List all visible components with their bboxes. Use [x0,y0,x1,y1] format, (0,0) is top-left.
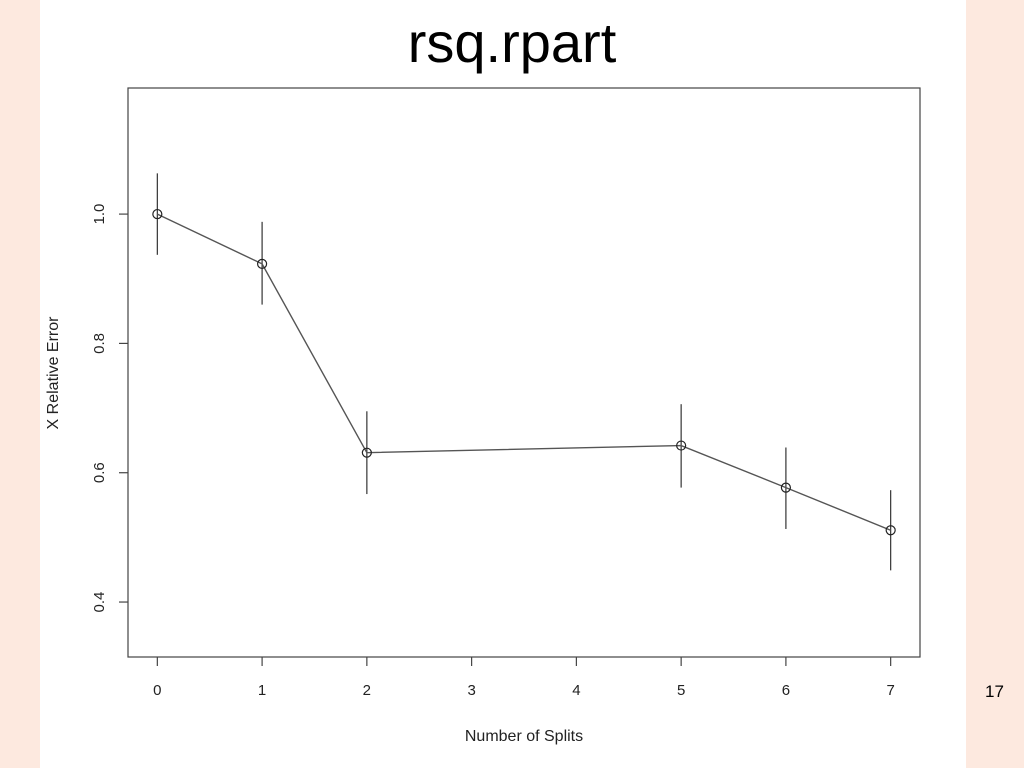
y-axis: 0.4 0.6 0.8 1.0 [91,204,128,613]
x-tick-label: 2 [363,682,371,699]
data-point [361,447,372,458]
x-tick-label: 6 [782,682,790,699]
x-tick-label: 5 [677,682,685,699]
data-point [885,525,896,536]
x-tick-label: 3 [467,682,475,699]
data-point [780,482,792,493]
data-point [256,258,268,269]
y-tick-label: 0.4 [91,592,108,613]
series [152,173,896,571]
data-point [676,440,687,451]
y-tick-label: 0.8 [91,333,108,354]
slide-number: 17 [985,682,1004,701]
slide-background [40,0,966,768]
x-tick-label: 4 [572,682,580,699]
plot-frame [127,87,921,658]
y-tick-label: 1.0 [91,204,108,225]
series-line [157,213,891,531]
x-tick-label: 1 [258,682,266,699]
y-axis-label: X Relative Error [45,316,62,430]
x-axis-label: Number of Splits [465,728,583,745]
x-axis: 0 1 2 3 4 5 6 7 [153,657,895,699]
x-tick-label: 7 [886,682,894,699]
data-point [152,208,163,220]
x-tick-label: 0 [153,682,161,699]
y-tick-label: 0.6 [91,462,108,483]
slide-title: rsq.rpart [407,11,617,74]
